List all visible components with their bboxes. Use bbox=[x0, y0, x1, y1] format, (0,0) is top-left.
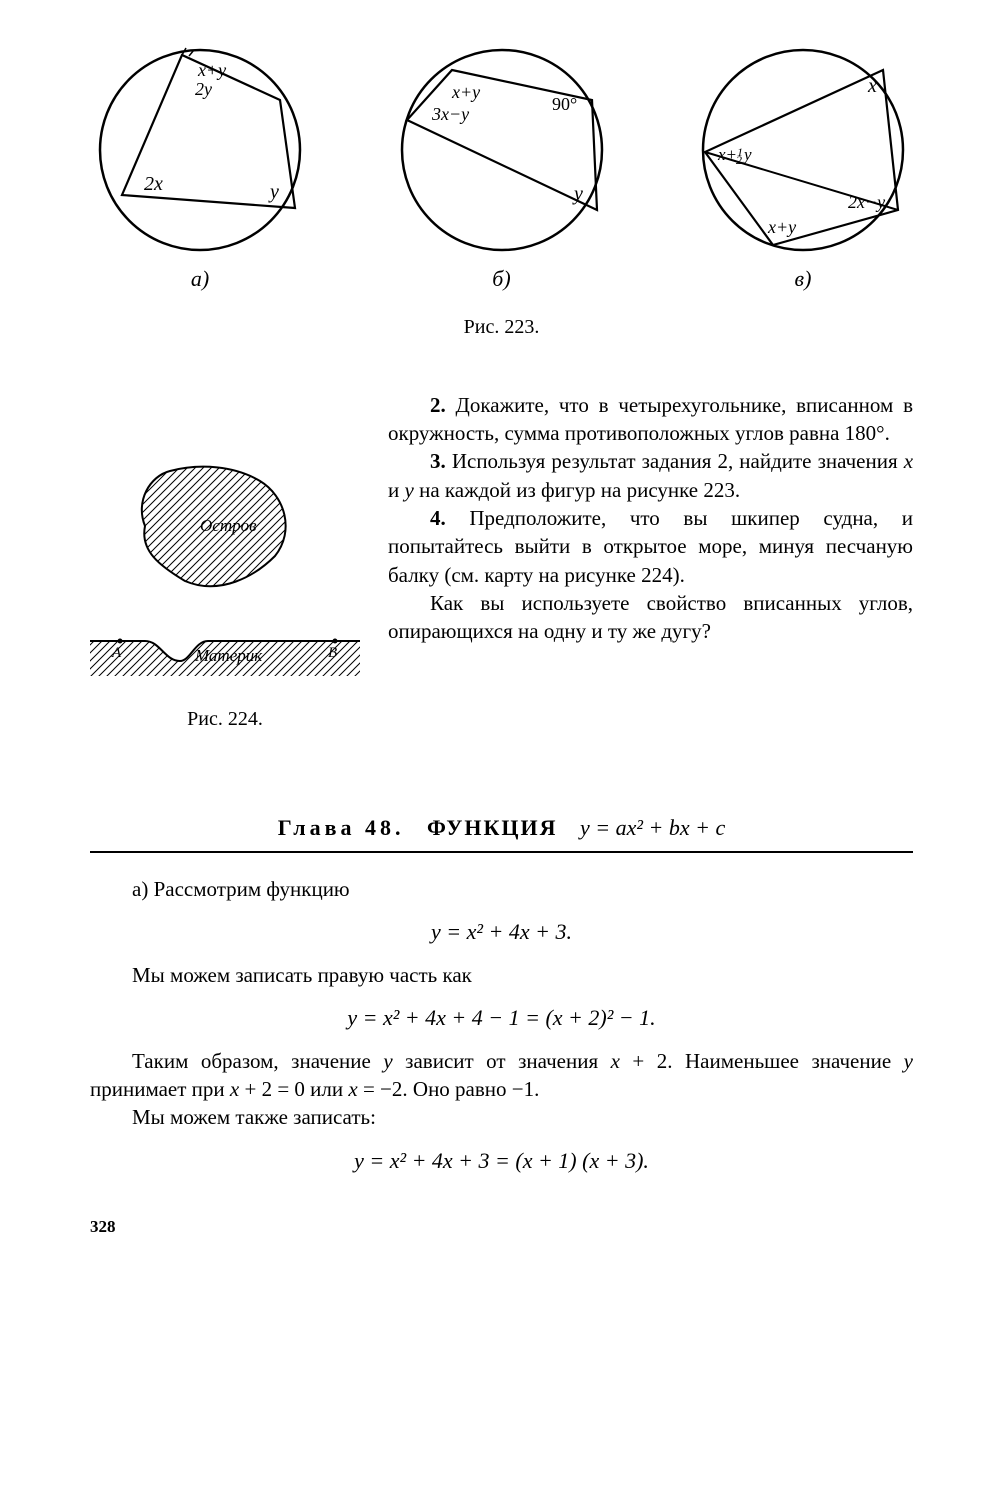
problem-4: 4. Предположите, что вы шкипер судна, и … bbox=[388, 504, 913, 589]
svg-text:x+y: x+y bbox=[197, 60, 226, 80]
paragraph-1: Таким образом, значение y зависит от зна… bbox=[90, 1047, 913, 1104]
panel-label-b: б) bbox=[492, 264, 510, 294]
circle-diagram-v: x x+12y x+y 2x−y bbox=[693, 40, 913, 260]
line-3: Мы можем также записать: bbox=[90, 1103, 913, 1131]
formula-1: y = x² + 4x + 3. bbox=[90, 917, 913, 947]
figure-224-caption: Рис. 224. bbox=[90, 706, 360, 733]
problem-4-text: Предположите, что вы шкипер судна, и поп… bbox=[388, 506, 913, 587]
svg-text:3x−y: 3x−y bbox=[431, 104, 469, 124]
line-2: Мы можем записать правую часть как bbox=[90, 961, 913, 989]
point-b-label: В bbox=[328, 645, 337, 661]
svg-text:2x: 2x bbox=[144, 173, 163, 195]
problem-2-text: Докажите, что в четырехугольнике, вписан… bbox=[388, 393, 913, 445]
svg-text:90°: 90° bbox=[552, 94, 577, 114]
svg-text:x+y: x+y bbox=[451, 82, 480, 102]
svg-text:2y: 2y bbox=[195, 79, 212, 99]
chapter-heading: Глава 48. ФУНКЦИЯ y = ax² + bx + c bbox=[90, 813, 913, 853]
figure-223-caption: Рис. 223. bbox=[90, 314, 913, 341]
left-column: Остров А В Материк Рис. 224. bbox=[90, 391, 360, 733]
two-column-section: Остров А В Материк Рис. 224. 2. Докажите… bbox=[90, 391, 913, 733]
island-label: Остров bbox=[200, 516, 257, 535]
formula-3: y = x² + 4x + 3 = (x + 1) (x + 3). bbox=[90, 1146, 913, 1176]
svg-text:y: y bbox=[268, 181, 279, 203]
svg-text:2x−y: 2x−y bbox=[848, 192, 885, 212]
chapter-prefix: Глава 48. bbox=[278, 815, 405, 840]
problem-4-num: 4. bbox=[430, 506, 446, 530]
circle-diagram-a: 2x y x+y 2y bbox=[90, 40, 310, 260]
figure-223-v: x x+12y x+y 2x−y в) bbox=[693, 40, 913, 294]
problem-3: 3. Используя результат задания 2, найдит… bbox=[388, 447, 913, 504]
problem-2: 2. Докажите, что в четырехугольнике, впи… bbox=[388, 391, 913, 448]
chapter-label: ФУНКЦИЯ bbox=[427, 815, 558, 840]
panel-label-v: в) bbox=[795, 264, 812, 294]
mainland-label: Материк bbox=[194, 646, 263, 665]
chapter-formula: y = ax² + bx + c bbox=[580, 815, 725, 840]
svg-text:y: y bbox=[572, 183, 583, 205]
svg-text:x+12y: x+12y bbox=[717, 145, 752, 167]
figure-224-map: Остров А В Материк bbox=[90, 461, 360, 691]
right-column: 2. Докажите, что в четырехугольнике, впи… bbox=[388, 391, 913, 733]
problem-2-num: 2. bbox=[430, 393, 446, 417]
problem-3-num: 3. bbox=[430, 449, 446, 473]
section-a-intro: а) Рассмотрим функцию bbox=[90, 875, 913, 903]
formula-2: y = x² + 4x + 4 − 1 = (x + 2)² − 1. bbox=[90, 1003, 913, 1033]
figure-223-a: 2x y x+y 2y а) bbox=[90, 40, 310, 294]
svg-text:x: x bbox=[867, 75, 877, 97]
svg-text:x+y: x+y bbox=[767, 217, 796, 237]
figure-223-row: 2x y x+y 2y а) 90° x+y 3x−y y б) x x+12y… bbox=[90, 40, 913, 294]
page-number: 328 bbox=[90, 1216, 913, 1239]
point-a-label: А bbox=[111, 645, 122, 661]
circle-diagram-b: 90° x+y 3x−y y bbox=[392, 40, 612, 260]
figure-223-b: 90° x+y 3x−y y б) bbox=[392, 40, 612, 294]
problem-3-text: Используя результат задания 2, найдите з… bbox=[388, 449, 913, 501]
panel-label-a: а) bbox=[191, 264, 209, 294]
problem-4-followup: Как вы используете свойство вписанных уг… bbox=[388, 589, 913, 646]
